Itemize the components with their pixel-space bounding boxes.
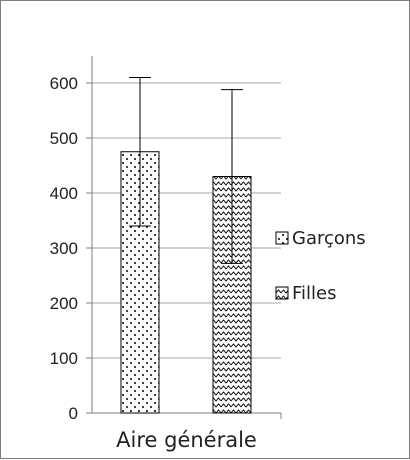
y-tick-label-0: 0 (69, 404, 78, 423)
axes (86, 56, 282, 419)
y-tick-label-400: 400 (50, 184, 78, 203)
y-tick-label-100: 100 (50, 349, 78, 368)
y-tick-label-300: 300 (50, 239, 78, 258)
legend-label-0: Garçons (292, 228, 366, 249)
bar-dotted-0 (120, 151, 160, 414)
y-tick-label-500: 500 (50, 129, 78, 148)
legend-label-1: Filles (292, 283, 337, 304)
y-tick-label-200: 200 (50, 294, 78, 313)
gridlines (92, 82, 281, 359)
bars (120, 77, 252, 414)
y-tick-label-600: 600 (50, 74, 78, 93)
x-category-label: Aire générale (116, 428, 257, 452)
legend-swatch-0 (275, 231, 289, 245)
legend: Garçons Filles (275, 228, 366, 304)
legend-swatch-1 (275, 286, 289, 300)
tick-labels: 0 100 200 300 400 500 600 Aire générale (50, 74, 257, 452)
